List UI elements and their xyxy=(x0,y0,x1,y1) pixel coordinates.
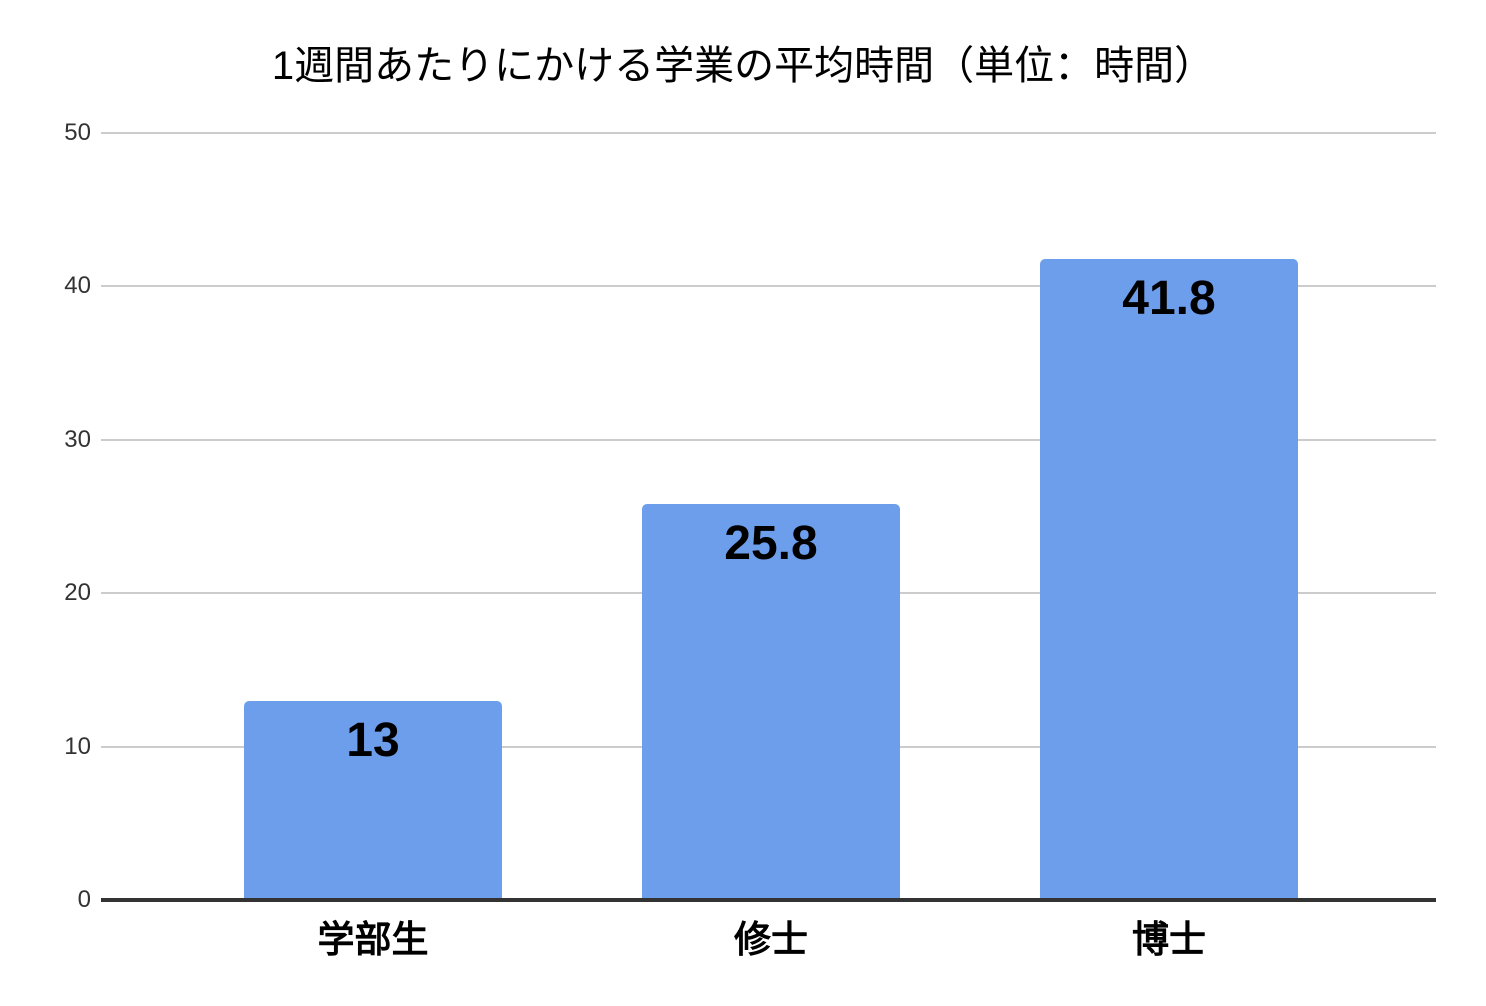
y-axis-tick-label: 0 xyxy=(77,886,91,913)
x-axis-line xyxy=(101,898,1436,902)
x-axis-category-label: 修士 xyxy=(734,919,808,960)
chart-title: 1週間あたりにかける学業の平均時間（単位：時間） xyxy=(271,44,1215,88)
bar-value-label: 41.8 xyxy=(1122,271,1216,325)
bar-value-label: 13 xyxy=(346,713,400,767)
plot-area: 0 10 20 30 40 50 13 学部生 25.8 修士 41.8 博士 xyxy=(64,119,1436,960)
bar-2: 25.8 xyxy=(642,504,900,900)
y-axis-tick-label: 40 xyxy=(64,272,91,300)
bar-3: 41.8 xyxy=(1040,258,1298,900)
y-axis-tick-label: 10 xyxy=(64,732,91,760)
gridline xyxy=(101,438,1436,441)
x-axis-category-label: 博士 xyxy=(1132,919,1206,960)
x-axis-category-label: 学部生 xyxy=(317,919,429,960)
bar-value-label: 25.8 xyxy=(724,517,818,571)
y-axis-tick-label: 50 xyxy=(64,119,91,146)
y-axis-tick-label: 30 xyxy=(64,425,91,453)
y-axis-tick-label: 20 xyxy=(64,579,91,607)
bar-1: 13 xyxy=(244,700,502,900)
gridline xyxy=(101,132,1436,134)
gridline xyxy=(101,285,1436,288)
